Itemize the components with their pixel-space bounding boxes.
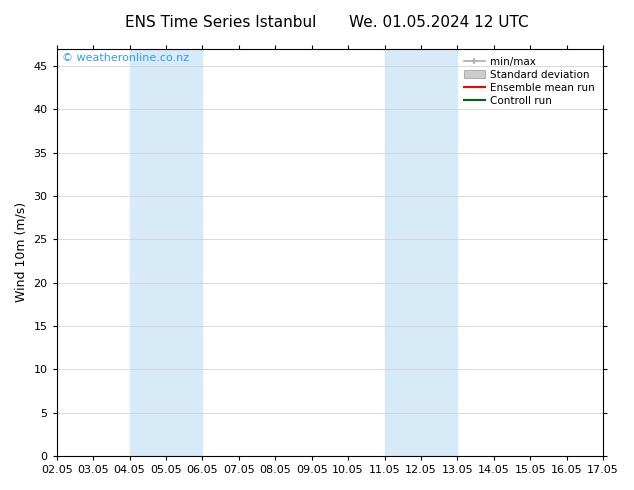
Bar <box>129 49 202 456</box>
Y-axis label: Wind 10m (m/s): Wind 10m (m/s) <box>15 202 28 302</box>
Text: ENS Time Series Istanbul: ENS Time Series Istanbul <box>125 15 316 30</box>
Text: © weatheronline.co.nz: © weatheronline.co.nz <box>62 52 190 63</box>
Legend: min/max, Standard deviation, Ensemble mean run, Controll run: min/max, Standard deviation, Ensemble me… <box>461 54 598 109</box>
Bar <box>385 49 457 456</box>
Text: We. 01.05.2024 12 UTC: We. 01.05.2024 12 UTC <box>349 15 529 30</box>
